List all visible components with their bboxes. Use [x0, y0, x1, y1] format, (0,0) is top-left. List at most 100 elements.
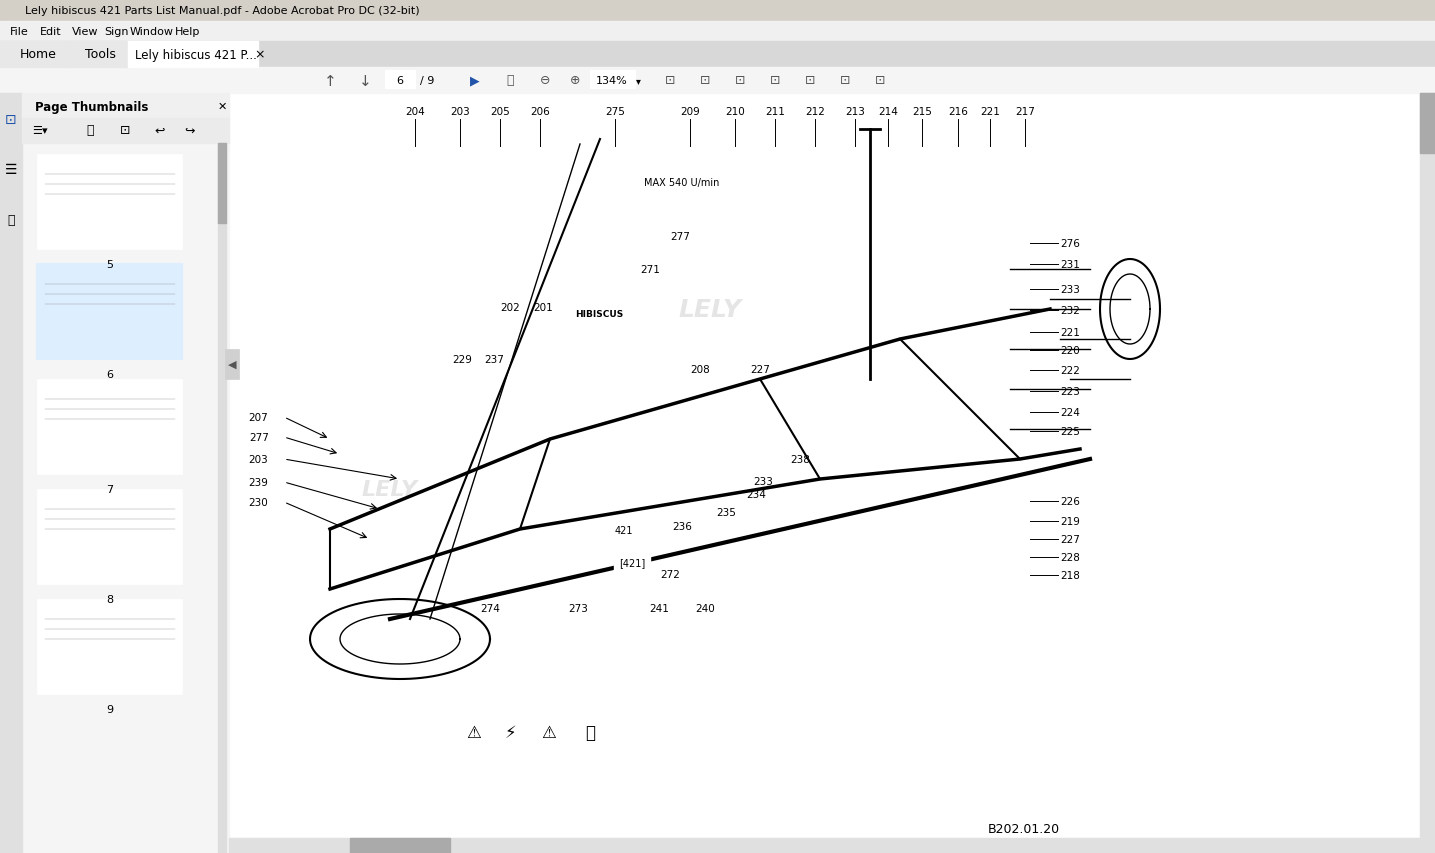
Text: [421]: [421]	[618, 557, 646, 567]
Text: 230: 230	[248, 497, 268, 508]
Text: ⚠: ⚠	[466, 723, 481, 741]
Bar	[22, 94, 230, 119]
Text: 206: 206	[530, 107, 550, 117]
Text: ↩: ↩	[155, 125, 165, 137]
Bar	[37, 154, 182, 250]
Text: 226: 226	[1060, 496, 1081, 507]
Text: 5: 5	[106, 259, 113, 270]
Bar	[22, 119, 230, 144]
Text: 209: 209	[680, 107, 700, 117]
Bar	[37, 600, 182, 694]
Bar	[0, 68, 1435, 94]
Text: 277: 277	[670, 232, 690, 241]
Text: 6: 6	[396, 76, 403, 86]
Bar	[1421, 94, 1435, 853]
Text: ▾: ▾	[636, 76, 640, 86]
Text: 134%: 134%	[596, 76, 629, 86]
Text: 228: 228	[1060, 553, 1081, 562]
Bar	[0, 94, 22, 853]
Bar	[492, 714, 528, 750]
Text: 6: 6	[106, 369, 113, 380]
Text: ⊡: ⊡	[735, 74, 745, 87]
Text: 210: 210	[725, 107, 745, 117]
Text: ⊕: ⊕	[570, 74, 580, 87]
Text: 🔗: 🔗	[7, 213, 14, 226]
Text: ⊖: ⊖	[540, 74, 550, 87]
Text: MAX 540 U/min: MAX 540 U/min	[644, 177, 720, 188]
Bar	[0, 42, 67, 68]
Text: Window: Window	[131, 27, 174, 37]
Bar	[0, 0, 1435, 22]
Bar	[37, 264, 182, 360]
Bar	[230, 838, 1421, 853]
Text: LELY: LELY	[679, 298, 742, 322]
Text: 238: 238	[791, 455, 809, 464]
Text: 215: 215	[913, 107, 931, 117]
Text: Tools: Tools	[85, 49, 116, 61]
Text: 235: 235	[716, 508, 736, 518]
Text: ⊡: ⊡	[6, 113, 17, 127]
Text: 274: 274	[481, 603, 499, 613]
Text: ✕: ✕	[217, 102, 227, 112]
Text: ↓: ↓	[359, 73, 372, 89]
Bar	[531, 714, 567, 750]
Text: 203: 203	[451, 107, 469, 117]
Text: 217: 217	[1015, 107, 1035, 117]
Text: 207: 207	[248, 413, 268, 422]
Bar	[590, 71, 636, 89]
Text: 211: 211	[765, 107, 785, 117]
Text: 239: 239	[248, 478, 268, 487]
Bar	[230, 94, 1435, 853]
Text: 237: 237	[484, 355, 504, 364]
Text: / 9: / 9	[420, 76, 435, 86]
Text: Page Thumbnails: Page Thumbnails	[34, 101, 148, 113]
Text: 272: 272	[660, 569, 680, 579]
Text: View: View	[72, 27, 99, 37]
Text: Help: Help	[175, 27, 201, 37]
Text: ▶: ▶	[471, 74, 479, 87]
Text: HIBISCUS: HIBISCUS	[575, 310, 623, 319]
Text: 241: 241	[649, 603, 669, 613]
Text: 421: 421	[614, 525, 633, 536]
Text: 216: 216	[949, 107, 969, 117]
Text: B202.01.20: B202.01.20	[987, 822, 1060, 836]
Text: 233: 233	[753, 477, 773, 486]
Bar	[573, 714, 608, 750]
Bar	[218, 144, 225, 853]
Text: 214: 214	[878, 107, 898, 117]
Text: 276: 276	[1060, 239, 1081, 249]
Text: 234: 234	[746, 490, 766, 499]
Text: 273: 273	[568, 603, 588, 613]
Bar	[22, 94, 230, 853]
Text: 227: 227	[751, 364, 771, 374]
Bar	[385, 71, 415, 89]
Text: 204: 204	[405, 107, 425, 117]
Text: 🗑: 🗑	[86, 125, 93, 137]
Text: ⊡: ⊡	[805, 74, 815, 87]
Bar	[570, 308, 629, 322]
Bar	[37, 490, 182, 584]
Text: ⊡: ⊡	[769, 74, 781, 87]
Text: ↑: ↑	[324, 73, 336, 89]
Text: 7: 7	[106, 485, 113, 495]
Text: 233: 233	[1060, 285, 1081, 294]
Text: 202: 202	[501, 303, 519, 313]
Text: 8: 8	[106, 595, 113, 604]
Text: ⊡: ⊡	[839, 74, 851, 87]
Bar	[0, 42, 1435, 68]
Bar	[614, 554, 650, 571]
Bar	[218, 144, 225, 223]
Text: 227: 227	[1060, 534, 1081, 544]
Text: Lely hibiscus 421 Parts List Manual.pdf - Adobe Acrobat Pro DC (32-bit): Lely hibiscus 421 Parts List Manual.pdf …	[24, 6, 419, 16]
Bar	[225, 350, 240, 380]
Text: 231: 231	[1060, 259, 1081, 270]
Bar	[310, 97, 1431, 846]
Text: Home: Home	[20, 49, 57, 61]
Text: 222: 222	[1060, 366, 1081, 375]
Text: ×: ×	[254, 49, 264, 61]
Text: 205: 205	[491, 107, 509, 117]
Text: 225: 225	[1060, 426, 1081, 437]
Text: 203: 203	[248, 455, 268, 464]
Bar	[0, 22, 1435, 42]
Text: ☰: ☰	[4, 163, 17, 177]
